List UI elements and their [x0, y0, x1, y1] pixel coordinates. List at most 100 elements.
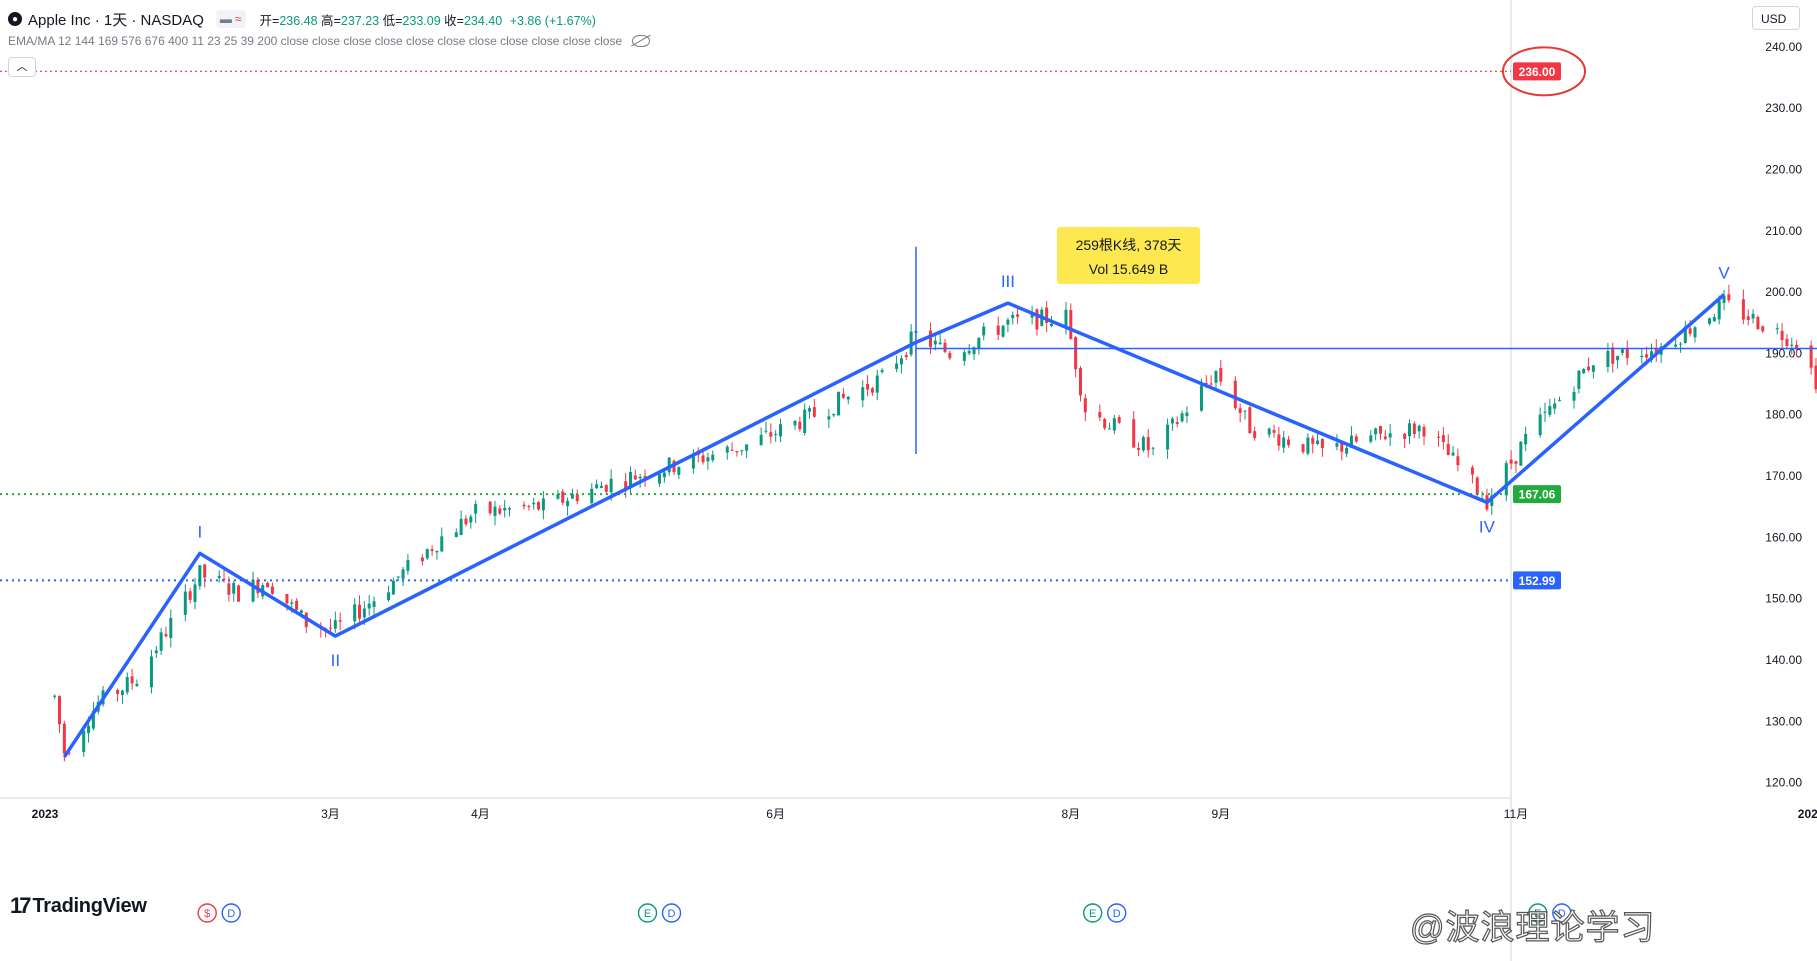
- candle-body: [977, 337, 981, 349]
- candle: [430, 545, 434, 557]
- tradingview-logo[interactable]: 17 TradingView: [10, 893, 147, 919]
- candle-body: [662, 472, 666, 478]
- event-marker-label: E: [1089, 908, 1096, 920]
- candle-body: [1727, 294, 1731, 301]
- candle-body: [488, 501, 492, 514]
- candle-body: [87, 725, 91, 734]
- candle-body: [1354, 436, 1358, 442]
- candle-body: [1475, 477, 1479, 495]
- hidden-eye-icon[interactable]: [632, 35, 651, 47]
- candle: [1480, 491, 1484, 500]
- candle: [759, 427, 763, 446]
- compare-toggle-button[interactable]: ▬ ≈: [215, 10, 246, 28]
- candle: [1591, 365, 1595, 379]
- currency-selector[interactable]: USD: [1752, 6, 1800, 30]
- candle-body: [1814, 365, 1817, 390]
- candle: [909, 324, 913, 357]
- candle: [1011, 311, 1015, 325]
- candle-body: [778, 424, 782, 437]
- event-icon: [1552, 903, 1572, 923]
- candle-body: [1098, 411, 1102, 418]
- tradingview-logo-text: TradingView: [32, 894, 147, 917]
- candle-body: [154, 650, 158, 654]
- price-level-label: 236.00: [1519, 65, 1556, 79]
- candle-body: [1311, 437, 1315, 444]
- candle: [1538, 407, 1542, 438]
- candle-body: [633, 475, 637, 480]
- candle: [1577, 370, 1581, 394]
- candle: [1403, 432, 1407, 449]
- candle: [982, 322, 986, 341]
- candle: [1117, 414, 1121, 425]
- candle-body: [1011, 314, 1015, 319]
- candle: [1267, 427, 1271, 438]
- candle: [1475, 476, 1479, 500]
- candle: [159, 627, 163, 656]
- candle-body: [1761, 326, 1765, 332]
- candle: [1272, 424, 1276, 438]
- candle: [933, 333, 937, 351]
- candle-body: [1417, 425, 1421, 432]
- candle: [183, 584, 187, 622]
- y-tick-label: 230.00: [1765, 101, 1802, 115]
- price-level-label: 152.99: [1519, 574, 1556, 588]
- candle-body: [575, 494, 579, 502]
- y-tick-label: 180.00: [1765, 408, 1802, 422]
- candle-body: [1078, 368, 1082, 396]
- candle-body: [1374, 428, 1378, 435]
- indicator-legend[interactable]: EMA/MA 12 144 169 576 676 400 11 23 25 3…: [8, 34, 651, 48]
- candle-body: [1717, 300, 1721, 320]
- candle-body: [1132, 419, 1136, 448]
- candle-body: [387, 592, 391, 601]
- candle-body: [256, 579, 260, 594]
- dividend-icon: [197, 903, 217, 923]
- measure-bars-days: 259根K线, 378天: [1075, 237, 1182, 253]
- candle: [1654, 339, 1658, 362]
- candle-body: [691, 453, 695, 469]
- candle: [880, 367, 884, 374]
- candle-body: [1412, 423, 1416, 435]
- candle-body: [1456, 456, 1460, 466]
- candle-body: [725, 446, 729, 453]
- symbol-title[interactable]: Apple Inc · 1天 · NASDAQ: [28, 11, 204, 29]
- high-value: 237.23: [340, 13, 380, 28]
- change-value: +3.86 (+1.67%): [509, 13, 596, 28]
- candle: [270, 582, 274, 595]
- candle-body: [1504, 463, 1508, 496]
- candle: [793, 420, 797, 430]
- candle: [1219, 359, 1223, 386]
- candle: [841, 387, 845, 399]
- candle-body: [609, 478, 613, 493]
- candle-body: [1591, 365, 1595, 372]
- candle-body: [149, 656, 153, 688]
- candle-body: [391, 580, 395, 595]
- candle-body: [1524, 433, 1528, 445]
- candle: [1282, 430, 1286, 453]
- candle-body: [1538, 414, 1542, 436]
- candle: [367, 594, 371, 616]
- candle: [1727, 284, 1731, 303]
- candle: [1553, 398, 1557, 415]
- candle: [420, 554, 424, 566]
- candle-body: [904, 355, 908, 358]
- candle-body: [266, 583, 270, 588]
- candle: [1112, 414, 1116, 435]
- candle-body: [599, 485, 603, 488]
- candle: [977, 337, 981, 355]
- candle-body: [353, 604, 357, 622]
- event-marker: E: [1082, 903, 1103, 923]
- elliott-wave-line: [62, 293, 1726, 758]
- collapse-legend-button[interactable]: ︿: [8, 57, 36, 77]
- candle: [1722, 289, 1726, 311]
- candle-body: [1320, 438, 1324, 449]
- candle: [1558, 396, 1562, 402]
- candle: [503, 500, 507, 518]
- candle-body: [1316, 440, 1320, 445]
- candle: [1320, 438, 1324, 457]
- candle-body: [135, 683, 139, 687]
- candle-body: [232, 583, 236, 594]
- candle: [866, 375, 870, 397]
- candle-body: [183, 591, 187, 615]
- candle-body: [841, 393, 845, 398]
